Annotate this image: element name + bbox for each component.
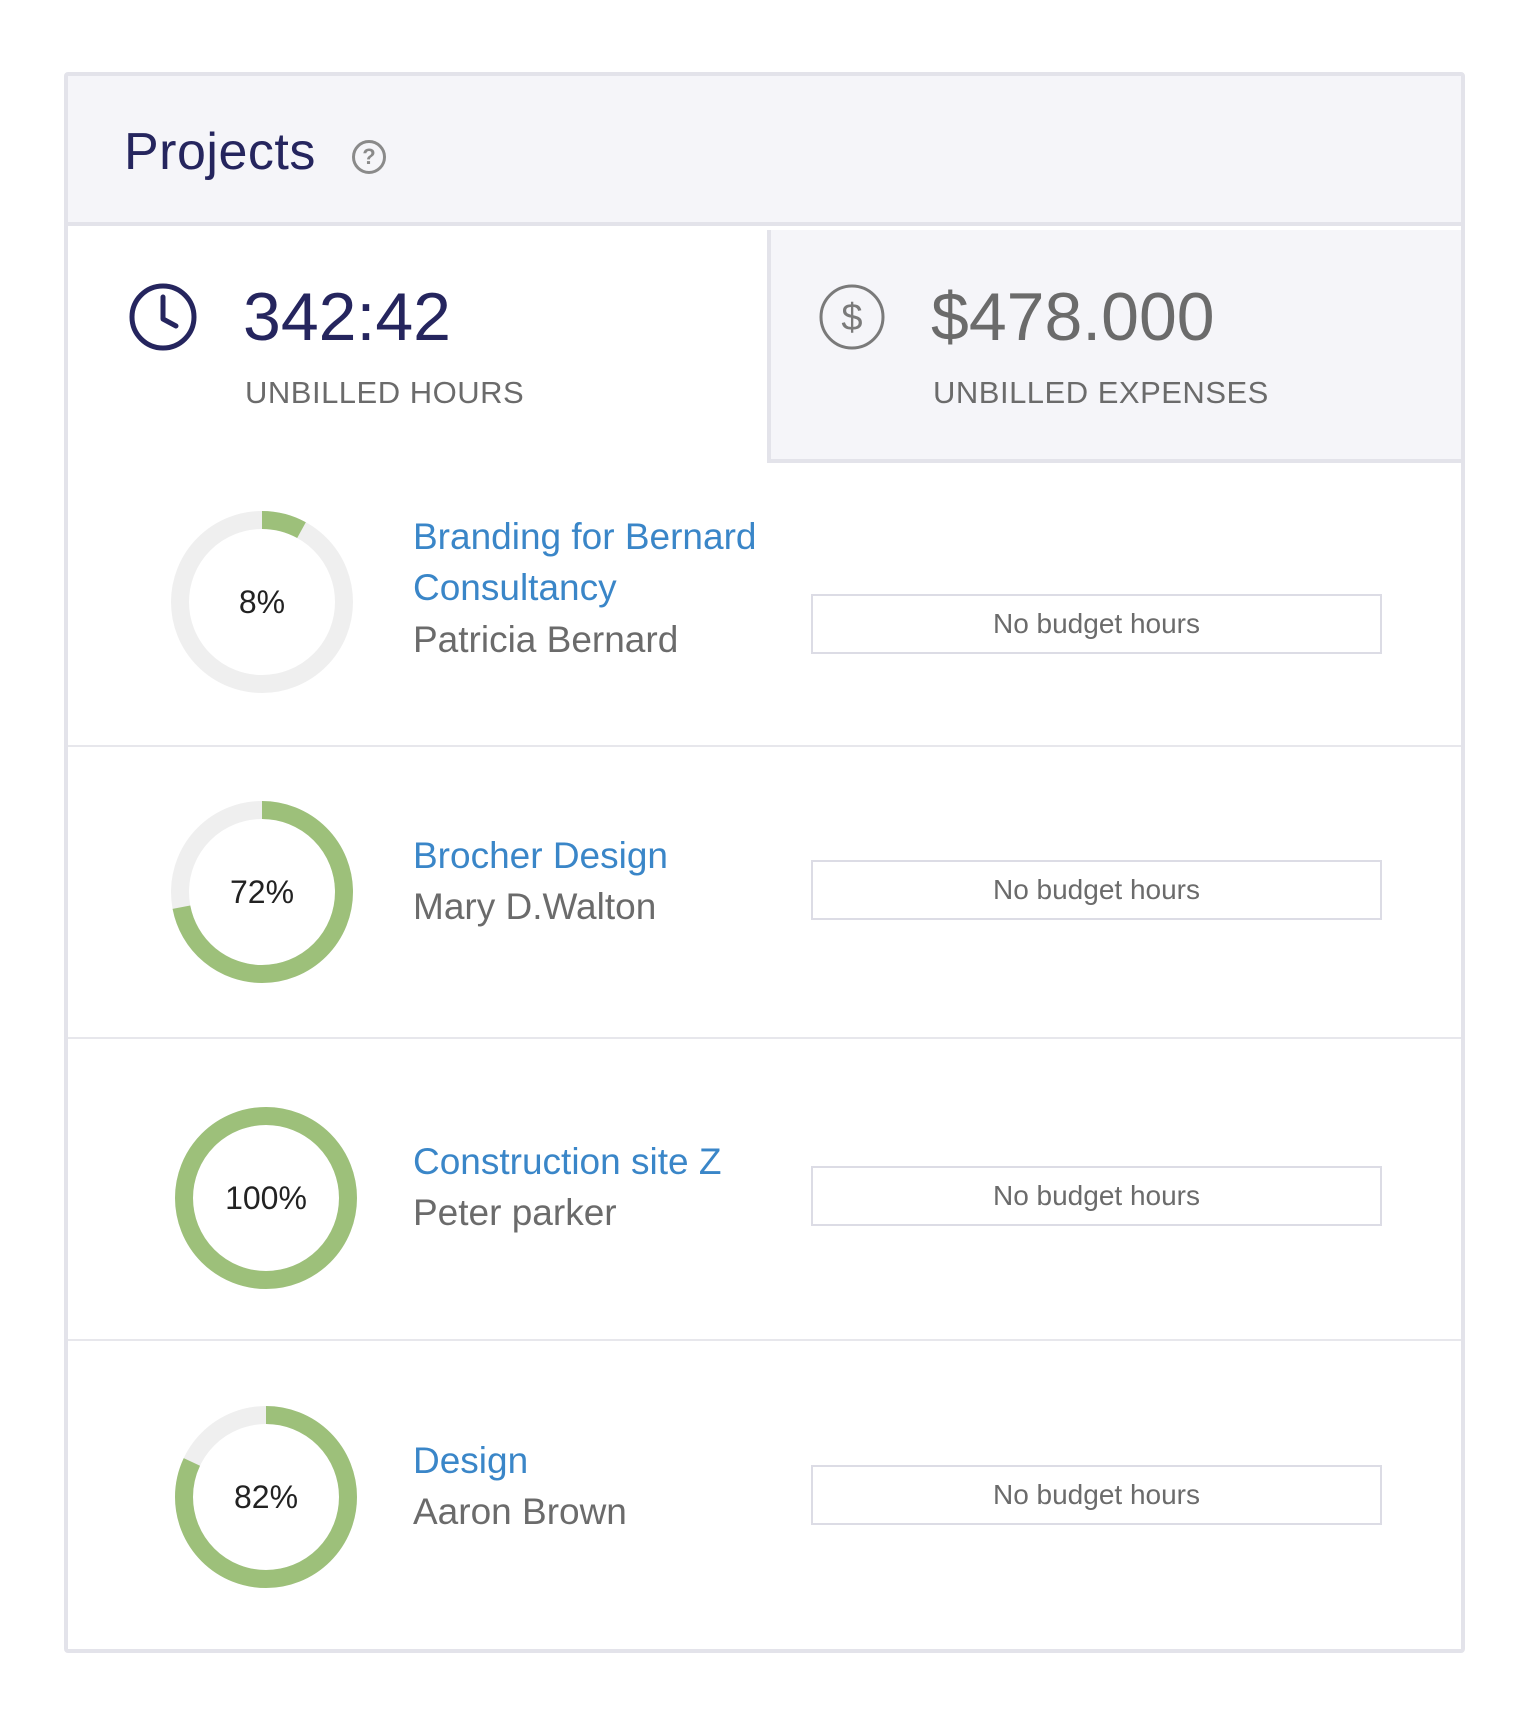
unbilled-expenses-value: $478.000 xyxy=(931,279,1215,355)
help-icon[interactable]: ? xyxy=(352,140,386,174)
project-row[interactable]: 8% Branding for Bernard Consultancy Patr… xyxy=(68,463,1461,747)
unbilled-hours-value: 342:42 xyxy=(243,279,451,355)
unbilled-hours-panel: 342:42 UNBILLED HOURS xyxy=(68,230,767,463)
client-name: Mary D.Walton xyxy=(413,886,657,927)
project-name-link[interactable]: Design xyxy=(413,1440,529,1481)
progress-ring-chart xyxy=(175,1107,357,1289)
progress-percent: 100% xyxy=(225,1180,307,1216)
project-row[interactable]: 100% Construction site Z Peter parker No… xyxy=(68,1039,1461,1341)
unbilled-expenses-panel: $ $478.000 UNBILLED EXPENSES xyxy=(767,230,1461,463)
client-name: Patricia Bernard xyxy=(413,619,679,660)
client-name: Peter parker xyxy=(413,1192,617,1233)
projects-card: Projects ? 342:42 UNBILLED HOURS $ $478.… xyxy=(64,72,1465,1653)
card-header: Projects ? xyxy=(68,76,1461,226)
budget-hours-field: No budget hours xyxy=(811,1465,1382,1525)
client-name: Aaron Brown xyxy=(413,1491,627,1532)
progress-ring: 72% xyxy=(170,800,354,984)
page-title: Projects xyxy=(124,123,316,181)
clock-icon xyxy=(128,282,198,352)
progress-ring: 100% xyxy=(174,1106,358,1290)
progress-ring-chart xyxy=(175,1406,357,1588)
project-name-link[interactable]: Brocher Design xyxy=(413,835,669,876)
progress-percent: 82% xyxy=(233,1479,299,1515)
progress-percent: 72% xyxy=(229,874,295,910)
unbilled-hours-label: UNBILLED HOURS xyxy=(245,375,525,410)
svg-text:$: $ xyxy=(841,297,862,339)
progress-arc xyxy=(175,1406,357,1588)
project-list: 8% Branding for Bernard Consultancy Patr… xyxy=(68,463,1461,1649)
progress-ring-chart xyxy=(171,511,353,693)
unbilled-expenses-label: UNBILLED EXPENSES xyxy=(933,375,1269,410)
dollar-icon: $ xyxy=(817,282,887,352)
progress-ring: 8% xyxy=(170,510,354,694)
progress-arc xyxy=(171,801,353,983)
progress-ring: 82% xyxy=(174,1405,358,1589)
project-row[interactable]: 82% Design Aaron Brown No budget hours xyxy=(68,1341,1461,1649)
budget-hours-field: No budget hours xyxy=(811,1166,1382,1226)
project-name-link[interactable]: Construction site Z xyxy=(413,1141,722,1182)
budget-hours-field: No budget hours xyxy=(811,860,1382,920)
budget-hours-field: No budget hours xyxy=(811,594,1382,654)
progress-arc xyxy=(175,1107,357,1289)
project-name-link[interactable]: Branding for Bernard Consultancy xyxy=(413,516,757,608)
progress-percent: 8% xyxy=(238,584,286,620)
progress-ring-chart xyxy=(171,801,353,983)
progress-arc xyxy=(171,511,353,693)
project-row[interactable]: 72% Brocher Design Mary D.Walton No budg… xyxy=(68,747,1461,1039)
